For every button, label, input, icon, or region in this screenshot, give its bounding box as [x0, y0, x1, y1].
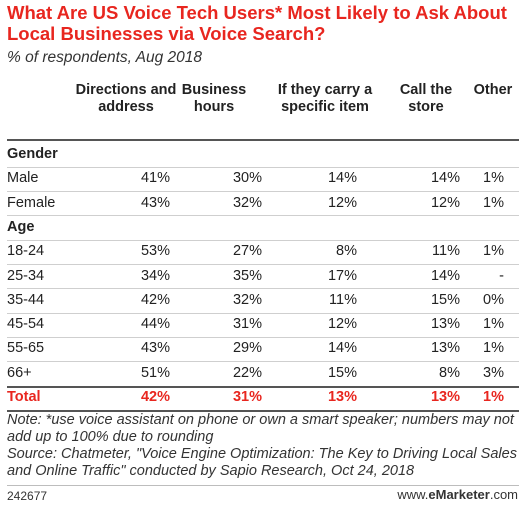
- table-cell: 51%: [140, 364, 170, 381]
- footer-divider: [7, 485, 519, 486]
- section-age: Age: [0, 216, 526, 240]
- row-divider: [7, 385, 519, 388]
- row-label: 25-34: [7, 267, 45, 284]
- table-cell: 1%: [483, 389, 504, 405]
- column-header-directions: Directions and address: [75, 82, 177, 115]
- table-cell: 8%: [439, 364, 460, 381]
- table-cell: 1%: [483, 170, 504, 187]
- row-label: 55-65: [7, 340, 45, 357]
- table-cell: 22%: [232, 364, 262, 381]
- row-label: 66+: [7, 364, 32, 381]
- table-cell: 44%: [140, 316, 170, 333]
- header-divider: [7, 139, 519, 141]
- table-cell: 14%: [430, 170, 460, 187]
- table-cell: 32%: [232, 194, 262, 211]
- row-label: Male: [7, 170, 39, 187]
- table-row: 18-24 53% 27% 8% 11% 1%: [0, 240, 526, 264]
- table-cell: 27%: [232, 243, 262, 260]
- brand-logo: www.eMarketer.com: [397, 487, 518, 502]
- row-label: 45-54: [7, 316, 45, 333]
- section-label: Gender: [7, 146, 58, 162]
- table-cell: 14%: [430, 267, 460, 284]
- table-cell: 1%: [483, 316, 504, 333]
- table-row: 25-34 34% 35% 17% 14% -: [0, 265, 526, 289]
- table-row: 66+ 51% 22% 15% 8% 3%: [0, 362, 526, 386]
- row-divider: [7, 312, 519, 314]
- table-cell: 12%: [327, 316, 357, 333]
- row-divider: [7, 409, 519, 412]
- table-cell: 13%: [430, 389, 460, 405]
- table-cell: 14%: [327, 170, 357, 187]
- row-divider: [7, 361, 519, 363]
- table-cell: 11%: [432, 243, 460, 260]
- table-cell: 42%: [140, 291, 170, 308]
- table-cell: 1%: [483, 243, 504, 260]
- table-cell: 35%: [232, 267, 262, 284]
- row-divider: [7, 264, 519, 265]
- table-cell: 34%: [140, 267, 170, 284]
- table-cell: 53%: [140, 243, 170, 260]
- table-cell: 42%: [140, 389, 170, 405]
- table-cell: 30%: [232, 170, 262, 187]
- row-label: 35-44: [7, 291, 45, 308]
- brand-prefix: www.: [397, 487, 429, 502]
- column-header-item: If they carry a specific item: [277, 82, 373, 115]
- table-cell: 12%: [430, 194, 460, 211]
- table-row: 35-44 42% 32% 11% 15% 0%: [0, 289, 526, 313]
- row-label: Female: [7, 194, 56, 211]
- table-cell: 1%: [483, 340, 504, 357]
- chart-id: 242677: [7, 489, 48, 503]
- section-label: Age: [7, 218, 35, 235]
- row-divider: [7, 215, 519, 217]
- table-cell: 41%: [140, 170, 170, 187]
- column-header-call: Call the store: [399, 82, 453, 115]
- chart-source: Source: Chatmeter, "Voice Engine Optimiz…: [7, 446, 517, 479]
- table-cell: 43%: [140, 340, 170, 357]
- table-row: Male 41% 30% 14% 14% 1%: [0, 167, 526, 191]
- table-cell: 31%: [232, 389, 262, 405]
- table-cell: -: [499, 267, 504, 284]
- row-label: 18-24: [7, 243, 45, 260]
- chart-title: What Are US Voice Tech Users* Most Likel…: [7, 2, 507, 44]
- table-cell: 13%: [430, 340, 460, 357]
- table-cell: 29%: [232, 340, 262, 357]
- section-gender: Gender: [0, 143, 526, 167]
- chart-subtitle: % of respondents, Aug 2018: [7, 49, 203, 66]
- table-row: 55-65 43% 29% 14% 13% 1%: [0, 337, 526, 361]
- table-cell: 13%: [430, 316, 460, 333]
- table-cell: 3%: [483, 364, 504, 381]
- table-cell: 14%: [327, 340, 357, 357]
- column-header-hours: Business hours: [181, 82, 247, 115]
- table-cell: 17%: [327, 267, 357, 284]
- row-divider: [7, 166, 519, 168]
- table-cell: 0%: [483, 291, 504, 308]
- table-cell: 32%: [232, 291, 262, 308]
- table-cell: 12%: [327, 194, 357, 211]
- table-row: 45-54 44% 31% 12% 13% 1%: [0, 313, 526, 337]
- chart-note: Note: *use voice assistant on phone or o…: [7, 412, 514, 445]
- column-header-other: Other: [473, 82, 513, 98]
- row-divider: [7, 288, 519, 290]
- table-cell: 43%: [140, 194, 170, 211]
- table-row: Female 43% 32% 12% 12% 1%: [0, 192, 526, 216]
- table-cell: 8%: [336, 243, 357, 260]
- table-cell: 31%: [232, 316, 262, 333]
- row-divider: [7, 191, 519, 193]
- table-cell: 15%: [327, 364, 357, 381]
- row-divider: [7, 336, 519, 338]
- table-cell: 15%: [430, 291, 460, 308]
- row-divider: [7, 239, 519, 241]
- brand-suffix: .com: [489, 487, 518, 502]
- table-cell: 1%: [483, 194, 504, 211]
- row-label: Total: [7, 389, 41, 405]
- table-cell: 13%: [327, 389, 357, 405]
- brand-name: eMarketer: [428, 487, 490, 502]
- total-row: Total 42% 31% 13% 13% 1%: [0, 386, 526, 410]
- table-cell: 11%: [329, 291, 357, 308]
